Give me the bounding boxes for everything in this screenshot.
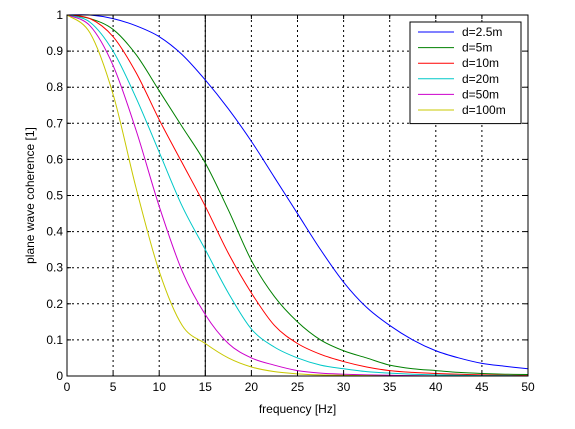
x-tick-label: 5	[110, 380, 117, 394]
x-tick-label: 0	[64, 380, 71, 394]
legend-label-4: d=20m	[462, 72, 499, 86]
x-tick-label: 35	[383, 380, 397, 394]
y-tick-label: 0.1	[46, 333, 63, 347]
y-tick-label: 0.2	[46, 297, 63, 311]
legend-box	[409, 21, 522, 125]
series-line-2	[66, 14, 529, 376]
grid	[67, 15, 528, 376]
y-tick-label: 0.4	[46, 225, 63, 239]
series-line-4	[66, 14, 529, 377]
y-tick-label: 0.7	[46, 116, 63, 130]
x-tick-label: 50	[521, 380, 535, 394]
legend-label-6: d=100m	[462, 103, 506, 117]
x-tick-label: 25	[291, 380, 305, 394]
x-tick-label: 10	[153, 380, 167, 394]
x-tick-label: 30	[337, 380, 351, 394]
series-line-1	[66, 14, 529, 370]
ticks: 0 5 10 15 20 25 30 35 40 45 50 0 0.1 0.2 0.3 0.4 0.5 0.6 0…	[46, 8, 535, 394]
legend-label-3: d=10m	[462, 56, 499, 70]
y-tick-label: 0.6	[46, 152, 63, 166]
y-tick-label: 0.3	[46, 261, 63, 275]
y-tick-label: 0	[56, 369, 63, 383]
y-axis-label: plane wave coherence [1]	[23, 127, 37, 264]
x-tick-label: 40	[429, 380, 443, 394]
x-tick-label: 20	[245, 380, 259, 394]
x-tick-label: 15	[199, 380, 213, 394]
y-tick-label: 0.9	[46, 44, 63, 58]
series-line-3	[66, 14, 529, 377]
x-axis-label: frequency [Hz]	[259, 402, 336, 416]
y-tick-label: 0.5	[46, 189, 63, 203]
y-tick-label: 0.8	[46, 80, 63, 94]
legend-label-2: d=5m	[462, 41, 492, 55]
x-tick-label: 45	[475, 380, 489, 394]
legend-label-1: d=2.5m	[462, 25, 502, 39]
legend-label-5: d=50m	[462, 87, 499, 101]
y-tick-label: 1	[56, 8, 63, 22]
